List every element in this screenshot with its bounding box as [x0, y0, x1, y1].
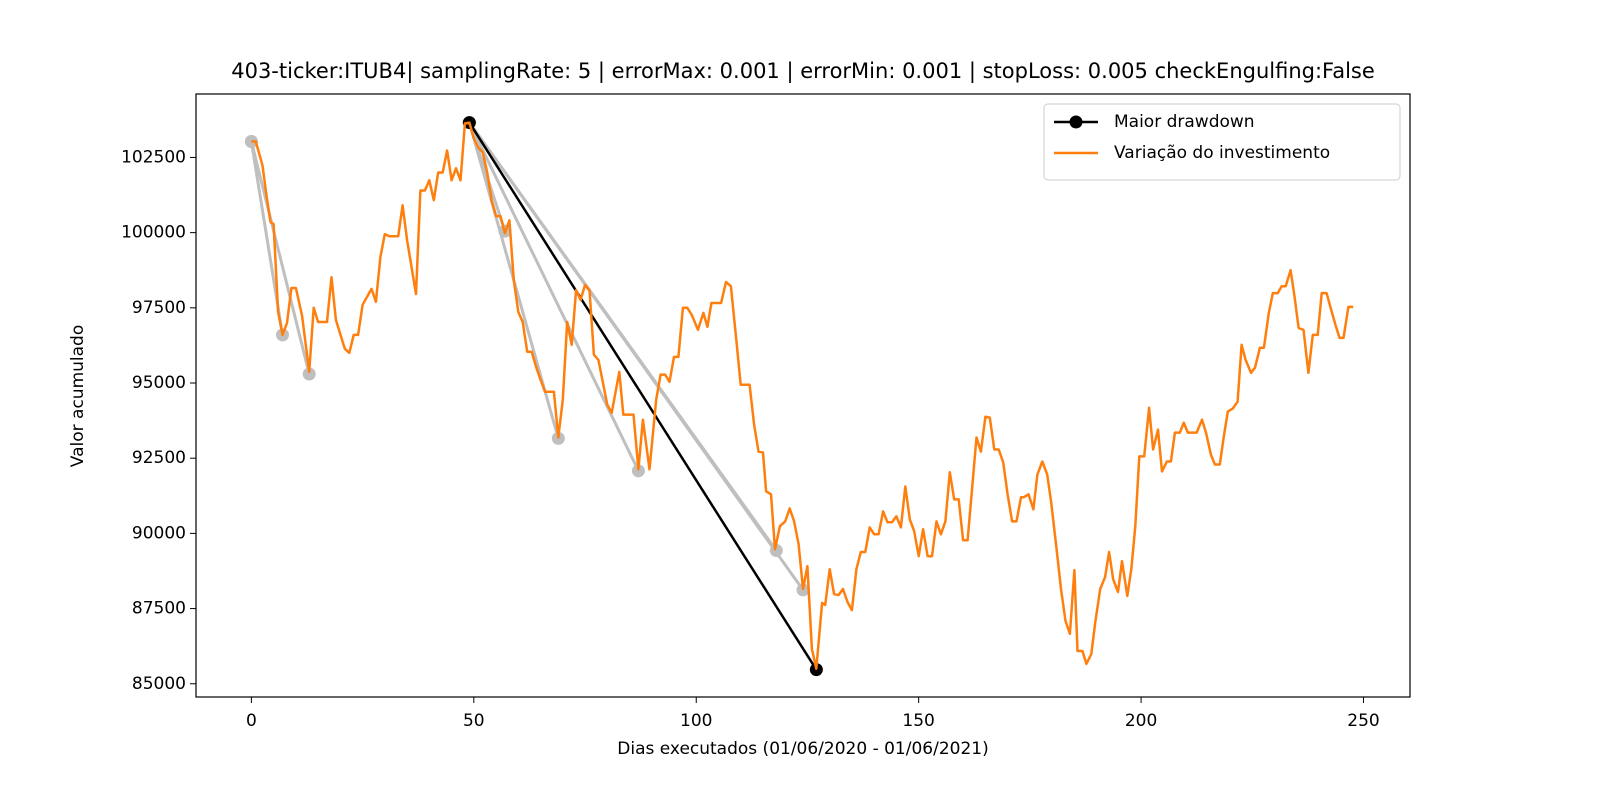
plot-frame: [195, 93, 1411, 698]
chart-title: 403-ticker:ITUB4| samplingRate: 5 | erro…: [231, 59, 1375, 84]
y-tick-label: 85000: [132, 674, 186, 694]
legend-label: Variação do investimento: [1114, 143, 1330, 163]
legend-box: [1043, 103, 1401, 181]
x-tick-label: 150: [902, 711, 934, 731]
y-tick-label: 100000: [121, 223, 186, 243]
drawdown-candidate-marker: [631, 464, 645, 478]
drawdown-candidate: [468, 121, 805, 591]
y-axis-label: Valor acumulado: [68, 325, 88, 467]
y-tick-label: 95000: [132, 373, 186, 393]
drawdown-candidate: [468, 121, 640, 472]
y-tick-label: 90000: [132, 523, 186, 543]
x-tick-label: 250: [1347, 711, 1379, 731]
drawdown-candidate-marker: [244, 135, 258, 149]
series-line: [251, 121, 1354, 670]
drawdown-candidate-marker: [302, 367, 316, 381]
y-tick-label: 97500: [132, 298, 186, 318]
x-axis-label: Dias executados (01/06/2020 - 01/06/2021…: [617, 739, 988, 759]
x-tick-label: 200: [1125, 711, 1157, 731]
y-tick-label: 92500: [132, 448, 186, 468]
plot: [244, 116, 1354, 677]
legend-label: Maior drawdown: [1114, 112, 1255, 132]
x-tick-label: 100: [680, 711, 712, 731]
drawdown-candidate: [249, 141, 311, 375]
x-tick-label: 50: [463, 711, 485, 731]
y-tick-label: 102500: [121, 147, 186, 167]
x-tick-label: 0: [246, 711, 257, 731]
series-line: [468, 121, 818, 671]
legend-marker: [1069, 115, 1083, 129]
y-tick-label: 87500: [132, 599, 186, 619]
